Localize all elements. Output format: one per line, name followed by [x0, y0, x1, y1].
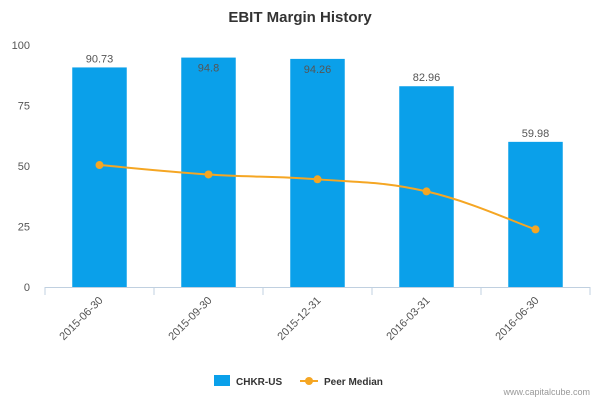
peer-median-point[interactable]	[204, 170, 213, 179]
x-tick-label: 2015-06-30	[57, 295, 105, 343]
bar[interactable]	[508, 141, 563, 287]
bar-data-label: 94.26	[304, 64, 332, 76]
x-axis: 2015-06-30 2015-09-30 2015-12-31 2016-03-31…	[44, 287, 591, 343]
peer-median-point[interactable]	[313, 175, 322, 184]
legend-item-chkr[interactable]: CHKR-US	[214, 375, 282, 388]
x-tick-label: 2016-06-30	[493, 295, 541, 343]
y-tick-label: 50	[18, 161, 30, 173]
credit-text: www.capitalcube.com	[502, 387, 590, 397]
x-tick-label: 2015-09-30	[166, 295, 214, 343]
bar-data-label: 59.98	[522, 128, 550, 140]
legend-item-peer-median[interactable]: Peer Median	[300, 377, 383, 388]
x-tick-label: 2016-03-31	[384, 295, 432, 343]
chart-title: EBIT Margin History	[228, 9, 372, 26]
legend-line-marker	[305, 377, 313, 385]
y-tick-label: 0	[24, 282, 30, 294]
x-tick-label: 2015-12-31	[275, 295, 323, 343]
legend-label-chkr: CHKR-US	[236, 377, 282, 388]
legend-bar-swatch	[214, 375, 230, 386]
y-tick-label: 25	[18, 222, 30, 234]
peer-median-point[interactable]	[95, 161, 104, 170]
y-axis: 0 25 50 75 100	[12, 40, 30, 294]
bar[interactable]	[72, 67, 127, 287]
line-series	[95, 161, 540, 234]
legend[interactable]: CHKR-US Peer Median	[214, 375, 383, 388]
bar-data-label: 90.73	[86, 53, 114, 65]
bar[interactable]	[290, 58, 345, 287]
bar-data-label: 94.8	[198, 63, 219, 75]
bar-data-labels: 90.73 94.8 94.26 82.96 59.98	[86, 53, 550, 139]
bar-series	[72, 57, 563, 287]
y-tick-label: 75	[18, 101, 30, 113]
bar-data-label: 82.96	[413, 72, 441, 84]
peer-median-point[interactable]	[531, 225, 540, 234]
peer-median-point[interactable]	[422, 187, 431, 196]
legend-label-peer-median: Peer Median	[324, 377, 383, 388]
bar[interactable]	[399, 86, 454, 287]
y-tick-label: 100	[12, 40, 30, 52]
